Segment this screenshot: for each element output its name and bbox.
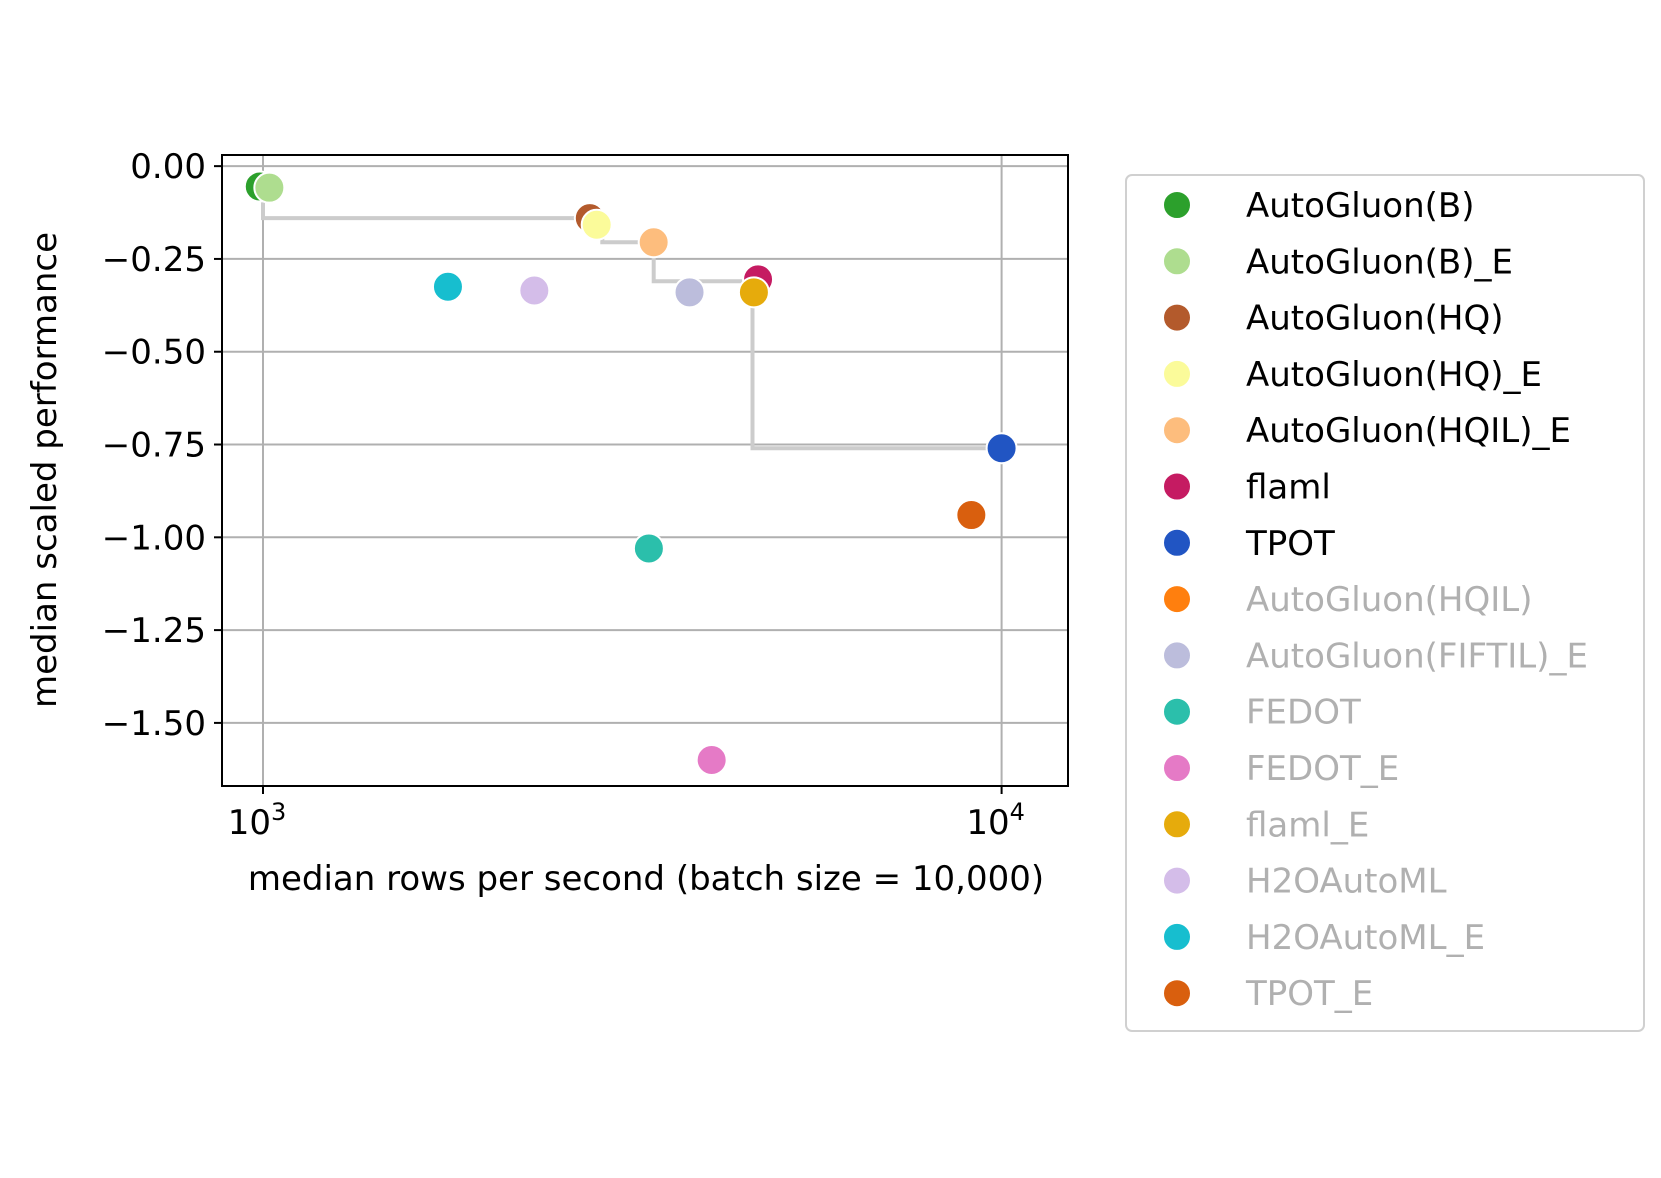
legend-marker-autogluon-fiftil-e: [1162, 640, 1192, 671]
legend-label-autogluon-b-e: AutoGluon(B)_E: [1246, 242, 1513, 282]
point-fedot-e: [695, 744, 728, 777]
point-tpot-e: [955, 499, 988, 532]
legend-label-tpot: TPOT: [1245, 524, 1335, 564]
axes: 0.00 −0.25 −0.50 −0.75 −1.00 −1.25 −1.50 103 104: [102, 147, 1025, 843]
legend-marker-autogluon-hqil: [1162, 584, 1192, 615]
point-fedot: [632, 532, 665, 565]
legend-marker-fedot-e: [1162, 753, 1192, 783]
legend-label-autogluon-hqil: AutoGluon(HQIL): [1246, 580, 1532, 620]
y-tick-label-0: 0.00: [130, 147, 206, 187]
data-points: [243, 170, 1018, 777]
legend-marker-autogluon-hq: [1162, 302, 1192, 333]
legend-marker-h2oautoml-e: [1162, 921, 1192, 952]
legend-label-h2oautoml-e: H2OAutoML_E: [1246, 918, 1485, 958]
point-tpot: [985, 432, 1018, 465]
legend-box: [1125, 174, 1645, 1032]
y-tick-label-2: −0.50: [102, 333, 206, 373]
legend-label-fedot: FEDOT: [1246, 693, 1361, 733]
y-tick-label-5: −1.25: [102, 611, 206, 651]
plot-frame: [221, 154, 1069, 787]
y-tick-label-1: −0.25: [102, 240, 206, 280]
point-h2oautoml-e: [431, 270, 464, 303]
grid-lines: [222, 155, 1068, 786]
legend-marker-autogluon-b-e: [1162, 246, 1192, 277]
legend-marker-tpot-e: [1162, 978, 1192, 1009]
legend-label-autogluon-hq: AutoGluon(HQ): [1246, 299, 1504, 339]
y-axis-label: median scaled performance: [25, 232, 65, 708]
legend-label-autogluon-hq-e: AutoGluon(HQ)_E: [1246, 355, 1542, 395]
legend-marker-h2oautoml: [1162, 865, 1192, 896]
legend-label-h2oautoml: H2OAutoML: [1246, 862, 1447, 902]
legend-label-flaml-e: flaml_E: [1246, 805, 1369, 845]
legend-label-flaml: flaml: [1246, 468, 1331, 508]
legend-marker-autogluon-hq-e: [1162, 358, 1192, 389]
x-tick-label-0: 103: [228, 798, 287, 843]
y-tick-label-4: −1.00: [102, 518, 206, 558]
point-flaml-e: [737, 276, 770, 309]
legend-label-autogluon-b: AutoGluon(B): [1246, 186, 1475, 226]
legend-label-autogluon-hqil-e: AutoGluon(HQIL)_E: [1246, 411, 1571, 451]
point-autogluon-b-e: [253, 171, 286, 204]
legend: AutoGluon(B) AutoGluon(B)_E AutoGluon(HQ) A…: [1162, 186, 1588, 1014]
x-axis-label: median rows per second (batch size = 10,…: [248, 859, 1044, 899]
y-tick-label-6: −1.50: [102, 704, 206, 744]
legend-marker-fedot: [1162, 696, 1192, 727]
legend-label-fedot-e: FEDOT_E: [1246, 749, 1399, 789]
legend-marker-flaml-e: [1162, 809, 1192, 840]
legend-label-autogluon-fiftil-e: AutoGluon(FIFTIL)_E: [1246, 636, 1588, 676]
y-tick-label-3: −0.75: [102, 426, 206, 466]
point-autogluon-hqil-e: [637, 226, 670, 259]
point-h2oautoml: [518, 274, 551, 307]
legend-marker-flaml: [1162, 471, 1192, 502]
point-autogluon-hq-e: [580, 208, 613, 241]
legend-marker-autogluon-hqil-e: [1162, 415, 1192, 446]
legend-marker-tpot: [1162, 527, 1192, 558]
legend-label-tpot-e: TPOT_E: [1245, 974, 1373, 1014]
x-tick-label-1: 104: [966, 798, 1025, 843]
point-autogluon-fiftil-e: [673, 276, 706, 309]
legend-marker-autogluon-b: [1162, 190, 1192, 220]
